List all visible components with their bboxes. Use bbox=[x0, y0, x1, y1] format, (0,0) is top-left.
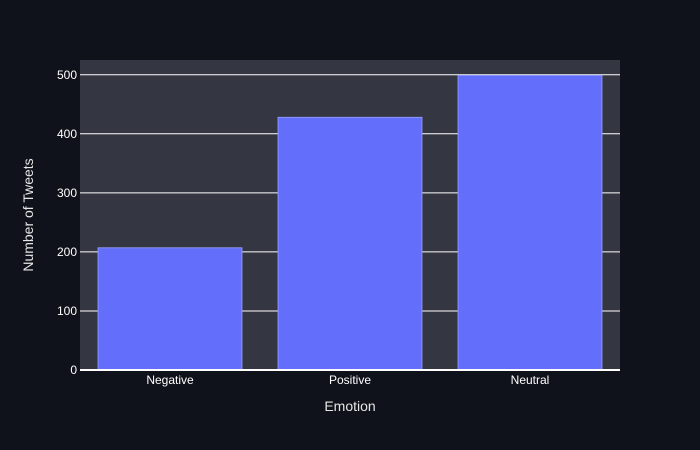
y-tick-label: 100 bbox=[57, 304, 77, 318]
y-tick-label: 400 bbox=[57, 127, 77, 141]
bar-positive bbox=[277, 116, 423, 371]
x-tick-label: Positive bbox=[329, 373, 371, 387]
x-tick-label: Neutral bbox=[511, 373, 550, 387]
y-axis-title: Number of Tweets bbox=[20, 158, 36, 271]
y-tick-label: 300 bbox=[57, 186, 77, 200]
bar-neutral bbox=[457, 74, 603, 371]
y-axis-ticks: 0 100 200 300 400 500 bbox=[57, 68, 77, 377]
bar-negative bbox=[97, 247, 243, 371]
y-tick-label: 200 bbox=[57, 245, 77, 259]
bars bbox=[97, 74, 603, 371]
y-tick-label: 500 bbox=[57, 68, 77, 82]
x-axis-ticks: Negative Positive Neutral bbox=[146, 373, 549, 387]
x-axis-title: Emotion bbox=[324, 398, 375, 414]
y-tick-label: 0 bbox=[70, 363, 77, 377]
x-tick-label: Negative bbox=[146, 373, 194, 387]
